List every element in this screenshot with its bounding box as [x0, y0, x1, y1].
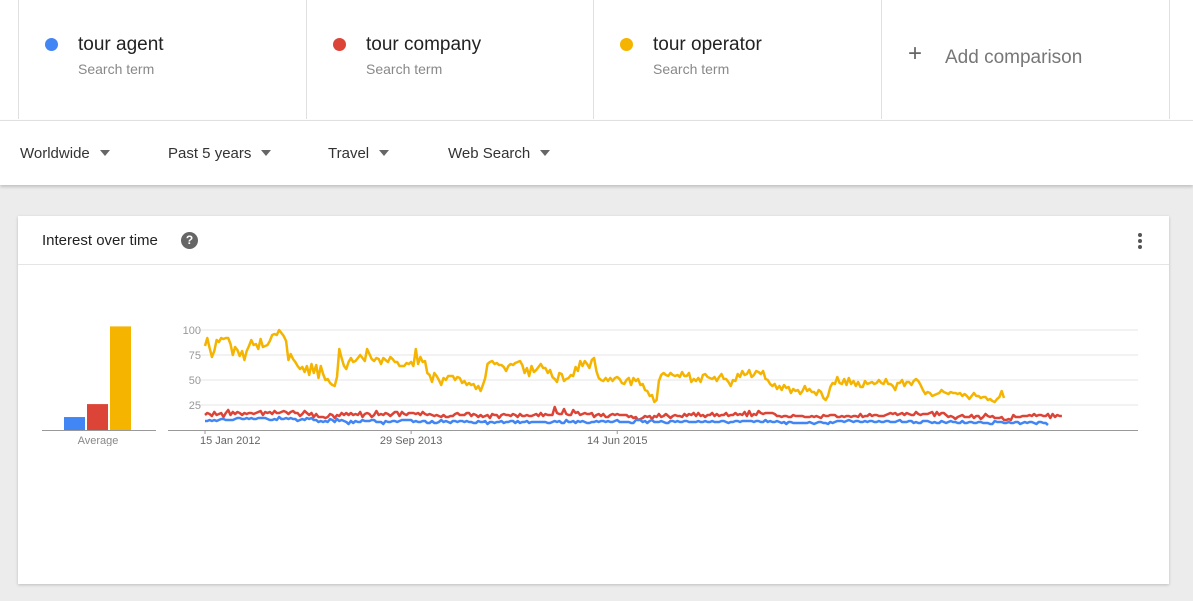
filter-bar: Worldwide Past 5 years Travel Web Search — [0, 120, 1193, 185]
more-vert-icon[interactable] — [1134, 232, 1146, 250]
term-card-tour-agent[interactable]: tour agent Search term — [18, 0, 307, 119]
term-name: tour company — [366, 34, 482, 55]
series-line-tour-company — [204, 405, 1062, 422]
add-comparison-button[interactable]: + Add comparison — [882, 0, 1170, 119]
dropdown-arrow-icon — [379, 150, 390, 156]
add-comparison-label: Add comparison — [945, 47, 1083, 68]
search-type-filter-label: Web Search — [448, 144, 531, 162]
series-color-dot — [45, 38, 58, 51]
term-card-tour-company[interactable]: tour company Search term — [307, 0, 594, 119]
panel-header: Interest over time ? — [18, 216, 1169, 265]
average-bar-chart: Average — [42, 326, 156, 446]
term-name: tour agent — [78, 34, 164, 55]
time-range-filter-label: Past 5 years — [168, 144, 252, 162]
series-color-dot — [333, 38, 346, 51]
panel-title: Interest over time — [42, 232, 158, 249]
region-filter-label: Worldwide — [20, 144, 90, 162]
region-filter[interactable]: Worldwide — [20, 121, 110, 185]
dropdown-arrow-icon — [261, 150, 272, 156]
term-subtitle: Search term — [366, 61, 443, 77]
term-subtitle: Search term — [78, 61, 155, 77]
interest-over-time-panel: Interest over time ? Average 25 50 75 100 15… — [18, 216, 1169, 584]
search-type-filter[interactable]: Web Search — [448, 121, 551, 185]
dropdown-arrow-icon — [540, 150, 551, 156]
x-tick-label-0: 15 Jan 2012 — [200, 435, 261, 446]
term-card-tour-operator[interactable]: tour operator Search term — [594, 0, 882, 119]
x-tick-label-2: 14 Jun 2015 — [587, 435, 648, 446]
category-filter[interactable]: Travel — [328, 121, 390, 185]
average-label: Average — [78, 435, 119, 446]
y-tick-label-75: 75 — [189, 350, 201, 362]
term-name: tour operator — [653, 34, 762, 55]
series-line-tour-agent — [205, 415, 1049, 426]
y-tick-label-100: 100 — [183, 325, 201, 337]
y-tick-label-25: 25 — [189, 400, 201, 412]
series-line-tour-operator — [203, 328, 1006, 404]
average-bar-tour-company — [87, 404, 108, 430]
category-filter-label: Travel — [328, 144, 370, 162]
term-subtitle: Search term — [653, 61, 730, 77]
interest-line-chart: 25 50 75 100 15 Jan 2012 29 Sep 2013 14 Jun 20… — [168, 325, 1138, 446]
series-color-dot — [620, 38, 633, 51]
average-bar-tour-agent — [64, 417, 85, 430]
help-icon[interactable]: ? — [181, 232, 198, 249]
y-tick-label-50: 50 — [189, 375, 201, 387]
plus-icon: + — [908, 40, 923, 67]
x-tick-label-1: 29 Sep 2013 — [380, 435, 442, 446]
time-range-filter[interactable]: Past 5 years — [168, 121, 272, 185]
search-terms-bar: tour agent Search term tour company Sear… — [0, 0, 1193, 120]
average-bar-tour-operator — [110, 326, 131, 430]
dropdown-arrow-icon — [99, 150, 110, 156]
